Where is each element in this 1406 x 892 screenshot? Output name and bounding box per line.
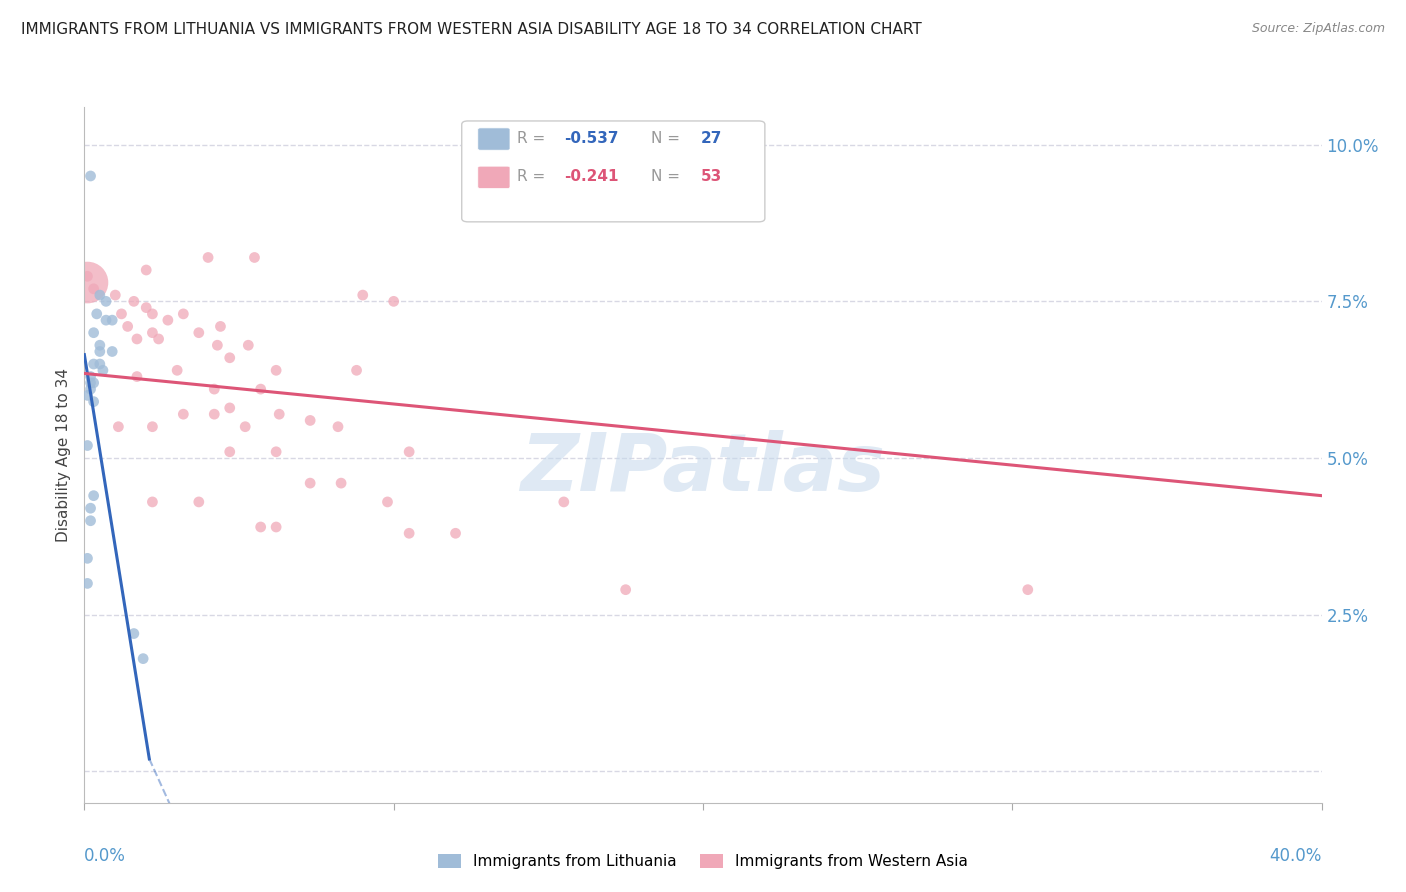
Point: [94, 313, 117, 327]
Point: [101, 344, 124, 359]
Point: [89, 288, 111, 302]
Point: [398, 444, 420, 458]
Point: [264, 520, 287, 534]
Point: [79, 501, 101, 516]
Point: [107, 419, 129, 434]
Legend: Immigrants from Lithuania, Immigrants from Western Asia: Immigrants from Lithuania, Immigrants fr…: [432, 848, 974, 875]
Point: [79, 169, 101, 183]
Point: [91, 363, 114, 377]
Point: [135, 263, 157, 277]
Point: [83, 357, 105, 371]
Point: [122, 294, 145, 309]
Point: [326, 419, 349, 434]
Point: [148, 332, 170, 346]
Text: IMMIGRANTS FROM LITHUANIA VS IMMIGRANTS FROM WESTERN ASIA DISABILITY AGE 18 TO 3: IMMIGRANTS FROM LITHUANIA VS IMMIGRANTS …: [21, 22, 922, 37]
Point: [89, 344, 111, 359]
Point: [233, 419, 256, 434]
FancyBboxPatch shape: [478, 166, 510, 188]
Point: [377, 495, 399, 509]
Point: [79, 369, 101, 384]
Point: [79, 514, 101, 528]
Point: [79, 382, 101, 396]
Point: [172, 307, 194, 321]
Point: [187, 326, 209, 340]
Point: [299, 476, 322, 491]
Point: [249, 520, 271, 534]
Text: 27: 27: [700, 131, 721, 146]
Point: [614, 582, 637, 597]
Point: [444, 526, 467, 541]
Point: [94, 294, 117, 309]
Point: [83, 376, 105, 390]
Point: [141, 326, 163, 340]
Text: Source: ZipAtlas.com: Source: ZipAtlas.com: [1251, 22, 1385, 36]
Point: [264, 363, 287, 377]
Text: 40.0%: 40.0%: [1270, 847, 1322, 864]
Point: [346, 363, 368, 377]
Point: [125, 369, 148, 384]
Point: [1017, 582, 1039, 597]
Text: 53: 53: [700, 169, 721, 184]
Point: [202, 382, 225, 396]
FancyBboxPatch shape: [461, 121, 765, 222]
FancyBboxPatch shape: [478, 128, 510, 150]
Point: [132, 651, 155, 665]
Point: [166, 363, 188, 377]
Point: [187, 495, 209, 509]
Point: [101, 313, 124, 327]
Point: [218, 444, 240, 458]
Text: R =: R =: [517, 131, 551, 146]
Point: [249, 382, 271, 396]
Point: [141, 419, 163, 434]
Text: -0.537: -0.537: [564, 131, 619, 146]
Point: [330, 476, 353, 491]
Text: R =: R =: [517, 169, 551, 184]
Point: [104, 288, 127, 302]
Point: [209, 319, 232, 334]
Point: [89, 357, 111, 371]
Point: [89, 338, 111, 352]
Point: [86, 307, 108, 321]
Point: [299, 413, 322, 427]
Point: [122, 626, 145, 640]
Point: [135, 301, 157, 315]
Point: [83, 326, 105, 340]
Point: [83, 489, 105, 503]
Point: [197, 251, 219, 265]
Point: [110, 307, 132, 321]
Point: [76, 438, 98, 452]
Point: [76, 576, 98, 591]
Text: ZIPatlas: ZIPatlas: [520, 430, 886, 508]
Point: [218, 351, 240, 365]
Point: [238, 338, 260, 352]
Point: [76, 276, 98, 290]
Point: [117, 319, 139, 334]
Point: [76, 551, 98, 566]
Text: N =: N =: [651, 131, 685, 146]
Point: [553, 495, 575, 509]
Text: 0.0%: 0.0%: [84, 847, 127, 864]
Text: N =: N =: [651, 169, 685, 184]
Point: [125, 332, 148, 346]
Point: [264, 444, 287, 458]
Point: [218, 401, 240, 415]
Point: [141, 307, 163, 321]
Point: [83, 282, 105, 296]
Point: [202, 407, 225, 421]
Point: [156, 313, 179, 327]
Y-axis label: Disability Age 18 to 34: Disability Age 18 to 34: [56, 368, 72, 542]
Point: [76, 269, 98, 284]
Point: [382, 294, 405, 309]
Point: [76, 388, 98, 402]
Point: [352, 288, 374, 302]
Text: -0.241: -0.241: [564, 169, 619, 184]
Point: [83, 394, 105, 409]
Point: [269, 407, 291, 421]
Point: [207, 338, 229, 352]
Point: [172, 407, 194, 421]
Point: [243, 251, 266, 265]
Point: [398, 526, 420, 541]
Point: [79, 376, 101, 390]
Point: [141, 495, 163, 509]
